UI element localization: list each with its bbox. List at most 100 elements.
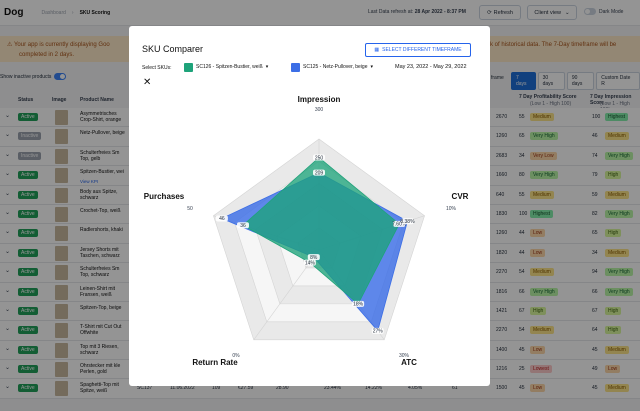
expand-chevron-icon[interactable]: ⌄ [5, 113, 11, 119]
product-thumbnail[interactable] [55, 303, 68, 319]
status-badge[interactable]: Active [18, 268, 38, 277]
product-thumbnail[interactable] [55, 206, 68, 222]
status-badge[interactable]: Active [18, 209, 38, 218]
status-badge[interactable]: Active [18, 248, 38, 257]
product-name[interactable]: Radlershorts, khaki [80, 227, 123, 234]
profitability-level-badge: Highest [530, 209, 553, 218]
product-name[interactable]: Netz-Pullover, beige [80, 130, 125, 137]
status-badge[interactable]: Active [18, 113, 38, 121]
product-name[interactable]: Asymmetrisches Crop-Shirt, orange [80, 111, 122, 123]
header-status[interactable]: Status [18, 97, 34, 103]
product-name[interactable]: Jersey Shorts mit Taschen, schwarz [80, 246, 120, 259]
expand-chevron-icon[interactable]: ⌄ [5, 268, 11, 275]
client-view-select[interactable]: Client view ⌄ [527, 5, 577, 20]
row-cell: €27.59 [238, 385, 254, 392]
product-name[interactable]: T-Shirt mit Cut Out Offwhite [80, 324, 122, 337]
status-badge[interactable]: Active [18, 229, 38, 238]
radar-value-text: 7.60% [392, 222, 407, 228]
product-name[interactable]: Leinen-Shirt mit Fransen, weiß [80, 285, 116, 298]
expand-chevron-icon[interactable]: ⌄ [5, 365, 11, 372]
close-icon[interactable]: ✕ [143, 77, 152, 88]
sku-select-a[interactable]: SC126 - Spitzen-Bustier, weiß ▾ [184, 61, 268, 73]
show-inactive-switch[interactable] [54, 73, 67, 80]
expand-chevron-icon[interactable]: ⌄ [5, 287, 11, 294]
product-name[interactable]: Crochet-Top, weiß [80, 207, 121, 214]
status-badge[interactable]: Active [18, 190, 38, 199]
range-7-days[interactable]: 7 days [511, 72, 536, 90]
expand-chevron-icon[interactable]: ⌄ [5, 190, 11, 197]
impression-level-badge: Very High [605, 268, 633, 277]
profitability-score: 80 [519, 172, 525, 179]
status-badge[interactable]: Active [18, 171, 38, 180]
status-badge[interactable]: Active [18, 345, 38, 354]
product-thumbnail[interactable] [55, 148, 68, 164]
refresh-button[interactable]: ⟳ Refresh [479, 5, 521, 20]
product-thumbnail[interactable] [55, 381, 68, 397]
product-thumbnail[interactable] [55, 226, 68, 242]
product-thumbnail[interactable] [55, 323, 68, 339]
product-thumbnail[interactable] [55, 187, 68, 203]
radar-axis-label: Return Rate [192, 358, 238, 367]
header-profitability[interactable]: 7 Day Profitability Score [519, 94, 577, 100]
impression-score: 65 [592, 230, 598, 237]
range-30-days[interactable]: 30 days [537, 72, 565, 90]
row-metric: 1421 [496, 307, 508, 314]
client-view-label: Client view [534, 9, 561, 16]
radar-value-label: 27% [371, 327, 384, 335]
expand-chevron-icon[interactable]: ⌄ [5, 326, 11, 333]
status-badge[interactable]: Active [18, 384, 38, 393]
expand-chevron-icon[interactable]: ⌄ [5, 132, 11, 139]
header-impression[interactable]: 7 Day Impression Score [590, 94, 632, 106]
product-name[interactable]: Top mit 3 Riesen, schwarz [80, 343, 119, 356]
show-inactive-label: Show inactive products [0, 73, 52, 80]
header-image[interactable]: Image [52, 97, 67, 103]
expand-chevron-icon[interactable]: ⌄ [5, 248, 11, 255]
product-thumbnail[interactable] [55, 110, 68, 125]
product-thumbnail[interactable] [55, 245, 68, 261]
chevron-down-icon: ⌄ [564, 9, 570, 16]
range-custom[interactable]: Custom Date R [596, 72, 640, 90]
status-badge[interactable]: Active [18, 306, 38, 315]
product-name[interactable]: Spitzen-Top, beige [80, 304, 122, 311]
product-thumbnail[interactable] [55, 342, 68, 358]
product-thumbnail[interactable] [55, 362, 68, 378]
expand-chevron-icon[interactable]: ⌄ [5, 171, 11, 178]
row-metric: 2270 [496, 327, 508, 334]
status-badge[interactable]: Active [18, 287, 38, 296]
status-badge[interactable]: Active [18, 365, 38, 374]
product-name[interactable]: Schulterfreies Sm Top, gelb [80, 149, 120, 162]
expand-chevron-icon[interactable]: ⌄ [5, 229, 11, 236]
product-thumbnail[interactable] [55, 168, 68, 184]
radar-value-label: 36 [236, 222, 249, 229]
radar-series-sku-a [242, 156, 400, 305]
range-90-days[interactable]: 90 days [566, 72, 595, 90]
product-name[interactable]: Schulterfreies Sm Top, schwarz [80, 266, 120, 279]
profitability-score: 67 [519, 307, 525, 314]
product-name[interactable]: Spaghetti-Top mit Spitze, weiß [80, 382, 119, 395]
status-badge[interactable]: Inactive [18, 151, 42, 160]
show-inactive-toggle[interactable]: Show inactive products [0, 73, 67, 80]
profitability-level-badge: Low [530, 345, 546, 354]
expand-chevron-icon[interactable]: ⌄ [5, 345, 11, 352]
expand-chevron-icon[interactable]: ⌄ [5, 209, 11, 216]
product-name[interactable]: Ohrstecker mit kle Perlen, gold [80, 363, 121, 376]
product-thumbnail[interactable] [55, 129, 68, 145]
status-badge[interactable]: Active [18, 326, 38, 335]
product-thumbnail[interactable] [55, 284, 68, 300]
header-product[interactable]: Product Name [80, 97, 114, 103]
product-name[interactable]: Spitzen-Bustier, wei [80, 169, 124, 176]
status-badge[interactable]: Inactive [18, 132, 42, 141]
expand-chevron-icon[interactable]: ⌄ [5, 384, 11, 391]
product-thumbnail[interactable] [55, 265, 68, 281]
sku-select-b[interactable]: SC125 - Netz-Pullover, beige ▾ [291, 61, 373, 73]
dark-mode-toggle[interactable]: Dark Mode [584, 8, 623, 15]
dark-mode-switch[interactable] [584, 8, 596, 15]
expand-chevron-icon[interactable]: ⌄ [5, 151, 11, 158]
app-logo[interactable]: Dog [4, 7, 24, 18]
expand-chevron-icon[interactable]: ⌄ [5, 306, 11, 313]
view-kpi-link[interactable]: View KPI [80, 179, 99, 185]
row-cell: 109 [212, 385, 221, 392]
breadcrumb-dashboard[interactable]: Dashboard [41, 9, 66, 16]
product-name[interactable]: Body aus Spitze, schwarz [80, 188, 118, 201]
select-timeframe-button[interactable]: ▦ SELECT DIFFERENT TIMEFRAME [365, 43, 471, 57]
